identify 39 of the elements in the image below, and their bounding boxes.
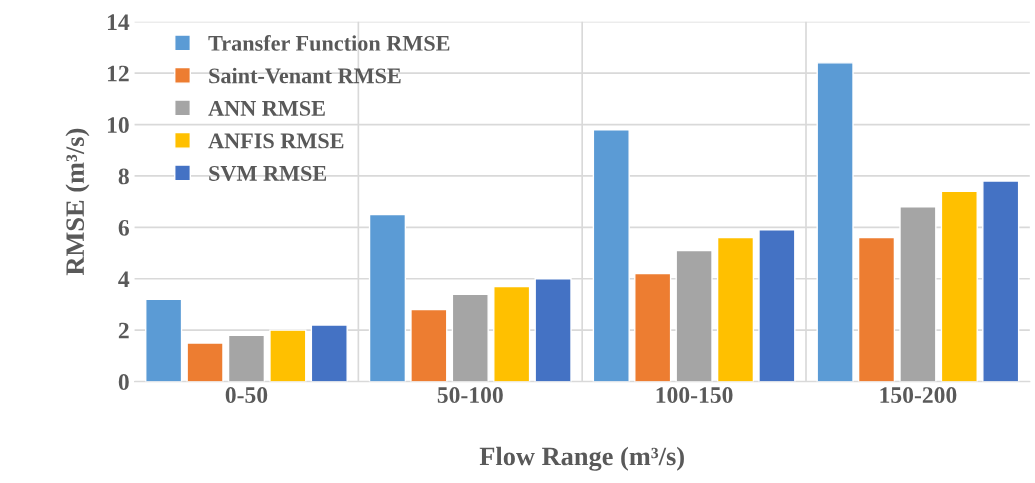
bar xyxy=(982,180,1020,382)
y-tick-label: 8 xyxy=(118,168,129,185)
bar xyxy=(634,272,672,382)
bar xyxy=(269,329,307,382)
bar xyxy=(758,229,796,382)
bar xyxy=(410,308,448,382)
bar xyxy=(940,190,978,382)
bar xyxy=(186,342,224,382)
y-tick-label: 10 xyxy=(107,117,129,133)
legend-label: SVM RMSE xyxy=(209,165,327,181)
bar xyxy=(227,334,266,382)
y-tick-label: 0 xyxy=(118,374,129,390)
legend-label: Saint-Venant RMSE xyxy=(209,67,401,84)
x-axis-title: Flow Range (m³/s) xyxy=(479,446,684,471)
bar xyxy=(816,62,854,382)
bar xyxy=(310,324,348,382)
bar xyxy=(899,206,937,382)
bar xyxy=(592,128,630,382)
bar xyxy=(534,278,572,382)
bar xyxy=(857,236,896,382)
y-tick-label: 12 xyxy=(107,65,129,82)
bar xyxy=(716,236,755,382)
bar xyxy=(675,249,713,382)
bar xyxy=(145,298,183,382)
bar xyxy=(451,293,489,382)
x-tick-label: 100-150 xyxy=(656,387,733,404)
y-tick-label: 6 xyxy=(118,219,129,236)
legend-label: ANN RMSE xyxy=(208,100,325,116)
y-axis-title: RMSE (m³/s) xyxy=(65,128,90,276)
x-tick-label: 0-50 xyxy=(225,387,268,404)
legend-label: ANFIS RMSE xyxy=(208,133,344,149)
bar xyxy=(368,213,407,382)
y-tick-label: 2 xyxy=(118,322,129,339)
y-tick-label: 4 xyxy=(118,271,130,287)
x-tick-label: 50-100 xyxy=(437,387,503,404)
legend-label: Transfer Function RMSE xyxy=(208,34,450,51)
y-tick-label: 14 xyxy=(107,14,130,30)
bar xyxy=(493,285,531,382)
x-tick-label: 150-200 xyxy=(880,387,957,404)
